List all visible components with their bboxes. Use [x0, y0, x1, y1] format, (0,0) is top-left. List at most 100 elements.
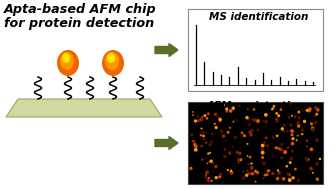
Point [264, 170, 269, 173]
Point [266, 169, 271, 172]
Point [190, 110, 196, 113]
Point [293, 115, 298, 118]
Point [282, 150, 287, 153]
Point [293, 106, 298, 109]
Point [246, 172, 252, 175]
Point [223, 139, 228, 142]
Ellipse shape [107, 53, 115, 63]
Point [262, 141, 267, 144]
Point [208, 151, 213, 154]
Ellipse shape [60, 52, 74, 70]
Ellipse shape [59, 62, 77, 72]
Point [304, 109, 310, 112]
Ellipse shape [104, 62, 122, 72]
Point [307, 108, 313, 111]
Point [193, 148, 199, 151]
Point [261, 177, 266, 180]
Point [229, 172, 234, 175]
Point [236, 104, 241, 107]
Point [245, 154, 250, 157]
Point [315, 108, 320, 111]
Point [202, 137, 207, 140]
Point [202, 114, 208, 117]
Point [290, 142, 295, 145]
Point [200, 131, 205, 134]
Point [199, 118, 204, 121]
Point [236, 158, 242, 161]
Point [248, 133, 254, 136]
Point [250, 172, 255, 175]
Point [205, 117, 210, 120]
Point [302, 120, 307, 123]
Point [204, 131, 209, 134]
Point [305, 159, 310, 162]
Point [287, 173, 292, 176]
Point [274, 120, 280, 123]
Point [296, 116, 302, 119]
Point [208, 160, 214, 163]
Point [274, 118, 279, 121]
Point [190, 140, 196, 143]
Point [213, 126, 219, 129]
Point [222, 103, 227, 106]
Point [314, 139, 320, 142]
Point [306, 109, 312, 112]
Point [214, 165, 219, 168]
Point [276, 114, 282, 117]
Point [209, 180, 214, 183]
Point [309, 122, 314, 125]
Point [249, 162, 254, 165]
Point [289, 103, 294, 106]
Point [210, 170, 216, 173]
Point [193, 145, 199, 148]
Bar [188, 9, 323, 91]
Point [314, 113, 319, 116]
Point [287, 116, 292, 119]
Point [193, 119, 198, 122]
Point [188, 167, 194, 170]
Point [213, 113, 218, 116]
Point [260, 148, 265, 151]
Point [189, 133, 195, 136]
Point [275, 134, 281, 137]
Point [190, 114, 196, 117]
Point [191, 140, 197, 143]
Point [206, 161, 211, 164]
Point [290, 114, 295, 117]
Point [295, 121, 301, 124]
Point [260, 144, 265, 147]
Point [284, 165, 290, 168]
Point [230, 145, 235, 148]
Point [279, 148, 284, 151]
Point [274, 146, 279, 149]
Point [205, 162, 210, 165]
Polygon shape [6, 99, 162, 117]
Point [199, 127, 204, 130]
Point [260, 151, 265, 154]
Point [254, 118, 259, 121]
Ellipse shape [105, 52, 119, 70]
Point [304, 145, 309, 148]
Point [286, 146, 291, 149]
Point [270, 155, 275, 158]
Point [313, 121, 318, 124]
Point [263, 113, 269, 116]
Point [299, 108, 304, 111]
Point [248, 131, 253, 134]
Point [272, 105, 277, 108]
Point [289, 157, 294, 160]
Point [285, 172, 290, 175]
Text: AFM registration: AFM registration [206, 101, 305, 111]
Point [264, 173, 270, 176]
Point [249, 129, 255, 132]
Point [228, 109, 233, 112]
Point [256, 128, 261, 131]
Point [215, 115, 221, 119]
Point [265, 144, 270, 147]
Point [196, 119, 201, 122]
Point [201, 134, 206, 137]
Point [296, 111, 301, 114]
Point [276, 169, 281, 172]
Point [207, 143, 212, 146]
Point [228, 169, 234, 172]
